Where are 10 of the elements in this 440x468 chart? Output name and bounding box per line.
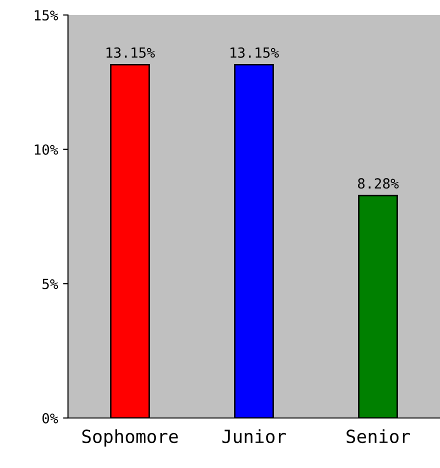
data-label: 8.28%	[358, 178, 399, 189]
x-tick-label: Sophomore	[82, 429, 178, 447]
data-label: 13.15%	[230, 47, 279, 58]
y-tick-label: 15%	[34, 10, 58, 21]
y-tick-label: 10%	[34, 144, 58, 155]
y-tick-label: 5%	[42, 278, 58, 290]
x-tick-label: Junior	[222, 429, 286, 444]
data-label: 13.15%	[106, 47, 155, 58]
y-tick-label: 0%	[42, 413, 58, 424]
x-tick-label: Senior	[346, 429, 410, 444]
